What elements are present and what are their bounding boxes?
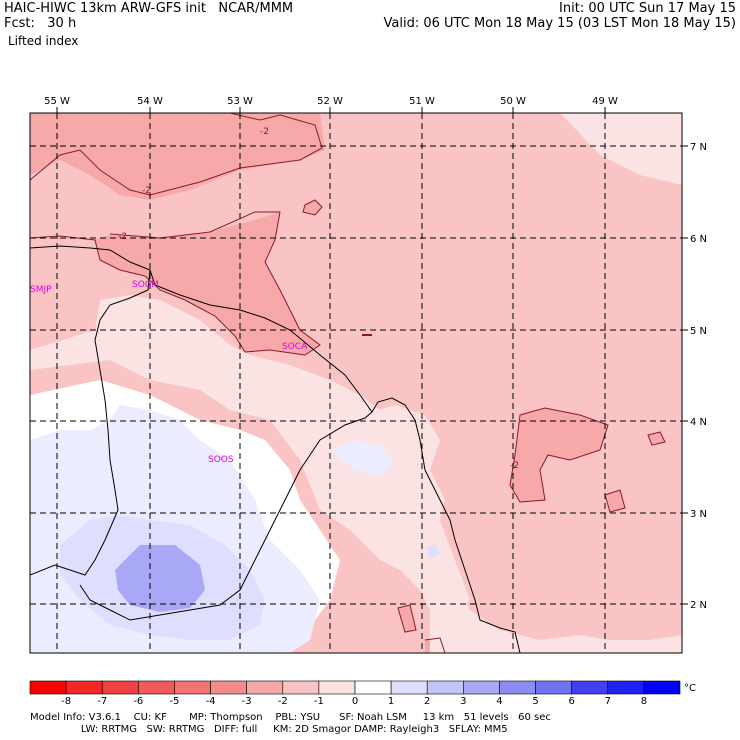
colorbar-swatch bbox=[607, 680, 645, 695]
field-band-minus2-east bbox=[510, 408, 608, 502]
colorbar-tick-label: -7 bbox=[97, 696, 107, 707]
lat-label: 5 N bbox=[690, 326, 707, 337]
colorbar-tick-label: 2 bbox=[424, 696, 430, 707]
colorbar-tick-label: 4 bbox=[496, 696, 502, 707]
colorbar-swatch bbox=[571, 680, 609, 695]
field-band-zero bbox=[30, 295, 470, 620]
colorbar-unit: °C bbox=[684, 683, 696, 694]
lon-label: 50 W bbox=[500, 96, 526, 107]
field-band-plus3 bbox=[115, 545, 205, 612]
colorbar: -8 -7 -6 -5 -4 -3 -2 -1 0 1 2 3 4 5 6 7 8 °C bbox=[29, 680, 696, 707]
colorbar-tick-label: 0 bbox=[352, 696, 358, 707]
lon-label: 55 W bbox=[44, 96, 70, 107]
contour-label: -2 bbox=[118, 232, 127, 242]
contour-minus2-north bbox=[30, 113, 323, 196]
lon-label: 51 W bbox=[409, 96, 435, 107]
contour-minus2-east bbox=[509, 407, 609, 503]
colorbar-swatch bbox=[282, 680, 320, 695]
colorbar-tick-label: -5 bbox=[169, 696, 179, 707]
colorbar-swatch bbox=[499, 680, 536, 695]
colorbar-swatch bbox=[29, 680, 67, 695]
colorbar-swatch bbox=[463, 680, 500, 695]
lon-label: 54 W bbox=[137, 96, 163, 107]
station-label-soos: SOOS bbox=[208, 455, 234, 465]
contour-label: -2 bbox=[510, 461, 519, 471]
border-fg-brazil bbox=[79, 411, 373, 621]
colorbar-swatch bbox=[535, 680, 572, 695]
colorbar-tick-label: 8 bbox=[641, 696, 647, 707]
colorbar-tick-label: 7 bbox=[605, 696, 611, 707]
colorbar-tick-label: -8 bbox=[61, 696, 71, 707]
init-time: Init: 00 UTC Sun 17 May 15 bbox=[559, 1, 736, 16]
field-name: Lifted index bbox=[8, 34, 79, 48]
colorbar-tick-label: 5 bbox=[532, 696, 538, 707]
field-band-ne bbox=[560, 113, 682, 185]
colorbar-tick-label: -6 bbox=[133, 696, 143, 707]
model-info-line1: Model Info: V3.6.1 CU: KF MP: Thompson P… bbox=[30, 712, 551, 723]
lon-label: 53 W bbox=[227, 96, 253, 107]
colorbar-tick-label: -4 bbox=[206, 696, 216, 707]
station-label-socm: SOCM bbox=[132, 280, 159, 290]
lat-label: 2 N bbox=[690, 600, 707, 611]
colorbar-tick-label: -2 bbox=[278, 696, 288, 707]
forecast-hour: Fcst: 30 h bbox=[4, 16, 77, 31]
colorbar-swatch bbox=[354, 680, 392, 695]
valid-time: Valid: 06 UTC Mon 18 May 15 (03 LST Mon … bbox=[383, 16, 736, 31]
lat-label: 4 N bbox=[690, 417, 707, 428]
colorbar-swatch bbox=[174, 680, 211, 695]
border-suriname-fg bbox=[30, 269, 151, 576]
colorbar-swatch bbox=[138, 680, 175, 695]
lat-label: 6 N bbox=[690, 234, 707, 245]
colorbar-swatch bbox=[426, 680, 464, 695]
lat-label: 7 N bbox=[690, 142, 707, 153]
colorbar-swatch bbox=[210, 680, 247, 695]
colorbar-tick-label: 3 bbox=[460, 696, 466, 707]
colorbar-swatch bbox=[65, 680, 103, 695]
frame-ticks bbox=[56, 107, 688, 605]
field-band-minus2-center bbox=[95, 212, 320, 355]
lifted-index-field bbox=[30, 113, 682, 653]
colorbar-swatch bbox=[643, 680, 681, 695]
station-label-smjp: SMJP bbox=[30, 285, 52, 295]
station-label-soca: SOCA bbox=[282, 342, 308, 352]
colorbar-swatch bbox=[101, 680, 139, 695]
lon-label: 52 W bbox=[317, 96, 343, 107]
lat-label: 3 N bbox=[690, 509, 707, 520]
contour-label: -2 bbox=[260, 127, 269, 137]
colorbar-swatch bbox=[318, 680, 356, 695]
model-info-line2: LW: RRTMG SW: RRTMG DIFF: full KM: 2D Sm… bbox=[30, 724, 508, 735]
contour-label: -2 bbox=[142, 186, 151, 196]
contour-minus2-center bbox=[30, 211, 321, 356]
colorbar-tick-label: -1 bbox=[314, 696, 324, 707]
colorbar-swatch bbox=[246, 680, 284, 695]
graticule bbox=[30, 113, 682, 653]
colorbar-tick-label: -3 bbox=[242, 696, 252, 707]
field-band-minus2-north bbox=[30, 113, 325, 200]
model-title: HAIC-HIWC 13km ARW-GFS init NCAR/MMM bbox=[4, 1, 294, 16]
colorbar-swatch bbox=[390, 680, 428, 695]
colorbar-tick-label: 6 bbox=[568, 696, 574, 707]
colorbar-tick-label: 1 bbox=[388, 696, 394, 707]
lon-label: 49 W bbox=[592, 96, 618, 107]
map-frame bbox=[29, 112, 683, 654]
